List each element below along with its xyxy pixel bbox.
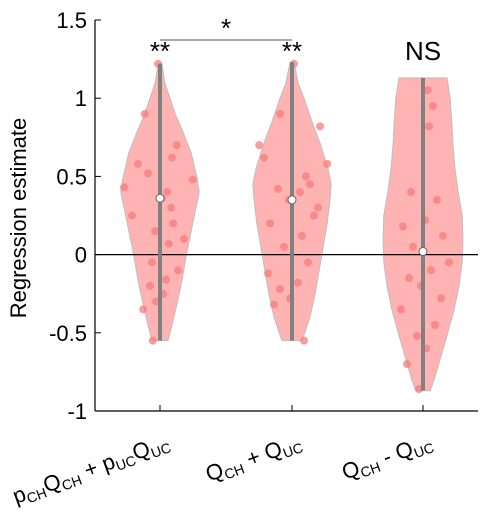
data-point (439, 231, 447, 240)
y-tick-label: 0 (75, 243, 87, 268)
data-point (146, 281, 154, 290)
y-tick-label: -0.5 (49, 321, 87, 346)
category-label-subscript: CH (222, 461, 246, 483)
data-point (405, 274, 413, 283)
data-point (306, 180, 314, 189)
data-point (399, 222, 407, 231)
data-point (260, 153, 268, 162)
category-label-subscript: UC (412, 439, 436, 461)
significance-label: ** (150, 36, 170, 66)
data-point (144, 169, 152, 178)
data-point (300, 336, 308, 345)
category-label: QCH - QUC (338, 429, 436, 487)
data-point (407, 188, 415, 197)
data-point (296, 188, 304, 197)
data-point (302, 172, 310, 181)
category-label-subscript: CH (60, 472, 84, 494)
y-tick-label: -1 (67, 399, 87, 424)
data-point (174, 266, 182, 275)
category-label: QCH + QUC (202, 429, 305, 489)
data-point (180, 234, 188, 243)
data-point (409, 242, 417, 251)
data-point (255, 141, 264, 150)
data-point (445, 258, 453, 267)
data-point (163, 188, 172, 197)
data-point (433, 195, 441, 204)
category-label-part: + p (75, 449, 119, 485)
data-point (172, 141, 181, 150)
data-point (437, 294, 445, 303)
data-point (316, 122, 324, 131)
data-point (276, 285, 284, 294)
y-tick-label: 1.5 (56, 8, 87, 33)
data-point (169, 219, 178, 228)
data-point (276, 109, 284, 118)
data-point (266, 219, 274, 228)
category-label-part: - Q (373, 436, 416, 472)
data-point (280, 242, 288, 251)
category-label-subscript: UC (149, 439, 173, 461)
category-label: pCHQCH + pUCQUC (9, 429, 173, 511)
data-point (294, 278, 302, 287)
data-point (397, 305, 405, 314)
significance-label: ** (282, 36, 302, 66)
data-point (270, 300, 278, 309)
data-point (403, 360, 411, 369)
data-point (140, 109, 149, 118)
data-point (188, 175, 197, 184)
data-point (120, 183, 128, 192)
data-point (413, 331, 421, 340)
data-point (431, 320, 439, 329)
data-point (310, 211, 318, 220)
data-point (323, 159, 332, 168)
data-point (164, 239, 173, 248)
significance-label: NS (405, 36, 441, 66)
data-point (148, 258, 156, 267)
category-label-subscript: UC (281, 439, 305, 461)
data-point (151, 227, 160, 236)
data-point (168, 153, 176, 162)
category-label-subscript: UC (114, 452, 138, 474)
data-point (264, 269, 272, 278)
category-label-subscript: CH (24, 485, 48, 507)
y-tick-label: 0.5 (56, 164, 87, 189)
data-point (304, 258, 312, 267)
data-point (429, 102, 437, 111)
y-tick-label: 1 (75, 86, 87, 111)
data-point (274, 184, 282, 193)
comparison-label: * (221, 13, 231, 43)
data-point (425, 122, 433, 131)
median-marker (155, 193, 165, 203)
data-point (167, 203, 176, 212)
data-point (314, 203, 322, 212)
data-point (298, 231, 306, 240)
data-point (423, 86, 432, 95)
category-label-subscript: CH (358, 459, 382, 481)
data-point (128, 211, 136, 220)
data-point (148, 336, 157, 345)
category-label-part: + Q (237, 436, 285, 474)
data-point (139, 305, 148, 314)
data-point (134, 159, 142, 168)
median-marker (418, 246, 428, 256)
data-point (162, 275, 170, 284)
median-marker (287, 195, 297, 205)
y-axis-label: Regression estimate (6, 118, 31, 319)
data-point (427, 266, 435, 275)
